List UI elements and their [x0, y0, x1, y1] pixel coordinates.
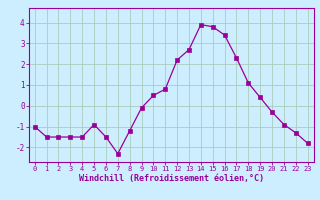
X-axis label: Windchill (Refroidissement éolien,°C): Windchill (Refroidissement éolien,°C) [79, 174, 264, 183]
